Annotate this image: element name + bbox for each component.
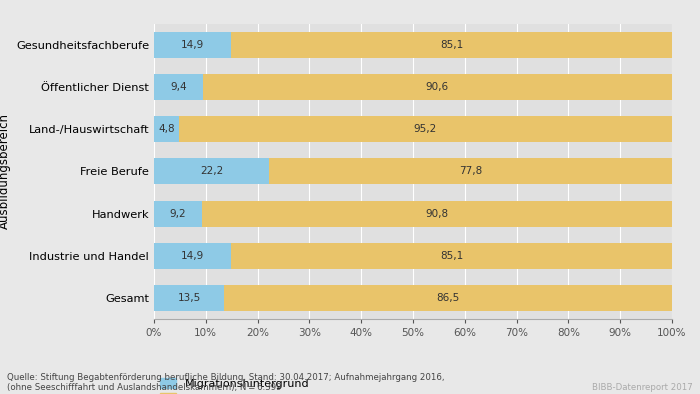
- Bar: [154, 243, 231, 269]
- Bar: [154, 158, 269, 184]
- Text: 14,9: 14,9: [181, 40, 204, 50]
- Text: 22,2: 22,2: [200, 166, 223, 177]
- Text: 85,1: 85,1: [440, 251, 463, 261]
- Text: 14,9: 14,9: [181, 251, 204, 261]
- Y-axis label: Ausbildungsbereich: Ausbildungsbereich: [0, 113, 10, 229]
- Bar: [231, 243, 672, 269]
- Text: 90,8: 90,8: [426, 208, 449, 219]
- Bar: [154, 285, 224, 311]
- Text: 95,2: 95,2: [414, 124, 437, 134]
- Bar: [269, 158, 672, 184]
- Text: BIBB-Datenreport 2017: BIBB-Datenreport 2017: [592, 383, 693, 392]
- Text: 90,6: 90,6: [426, 82, 449, 92]
- Bar: [202, 201, 672, 227]
- Text: 4,8: 4,8: [158, 124, 175, 134]
- Bar: [154, 74, 203, 100]
- Bar: [231, 32, 672, 58]
- Legend: Migrationshintergrund, Kein Migrationshintergrund: Migrationshintergrund, Kein Migrationshi…: [160, 378, 337, 394]
- Bar: [203, 74, 672, 100]
- Text: 85,1: 85,1: [440, 40, 463, 50]
- Bar: [179, 116, 672, 142]
- Bar: [154, 201, 202, 227]
- Bar: [154, 116, 179, 142]
- Text: 9,2: 9,2: [169, 208, 186, 219]
- Text: 77,8: 77,8: [459, 166, 482, 177]
- Text: 13,5: 13,5: [177, 293, 201, 303]
- Bar: [224, 285, 672, 311]
- Text: 86,5: 86,5: [436, 293, 460, 303]
- Bar: [154, 32, 231, 58]
- Text: Quelle: Stiftung Begabtenförderung berufliche Bildung, Stand: 30.04.2017; Aufnah: Quelle: Stiftung Begabtenförderung beruf…: [7, 373, 444, 392]
- Text: 9,4: 9,4: [170, 82, 187, 92]
